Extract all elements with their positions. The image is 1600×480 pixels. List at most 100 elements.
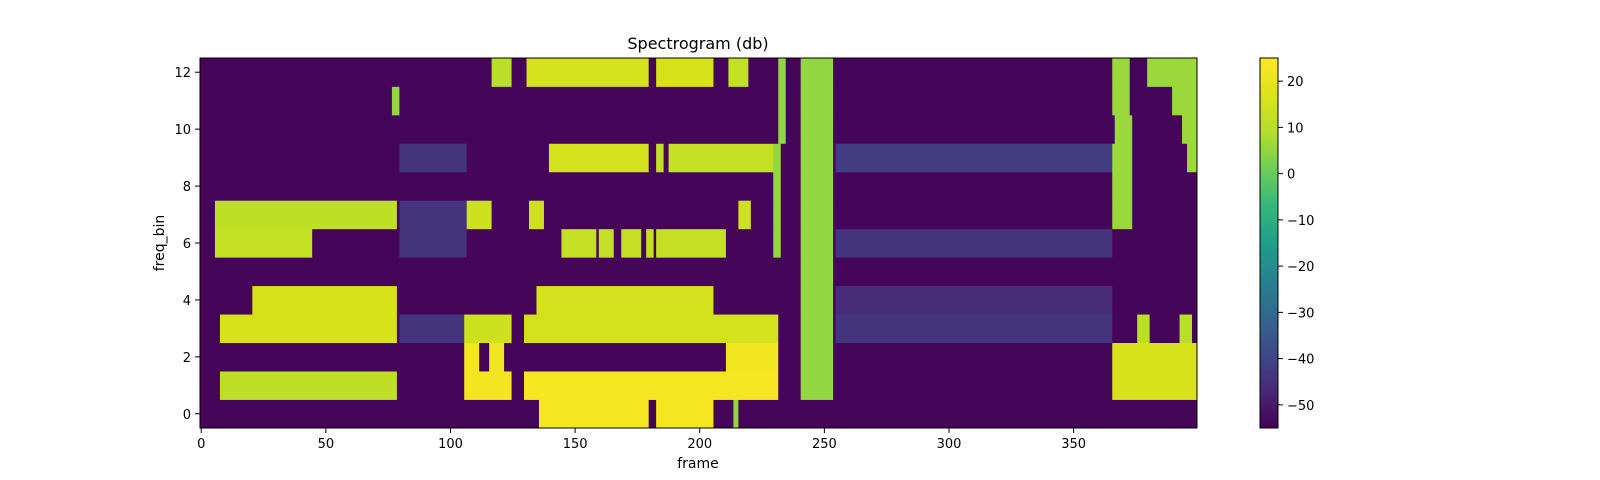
heatmap-cell (200, 143, 400, 173)
heatmap-cell (800, 285, 834, 315)
heatmap-cell (214, 228, 313, 258)
heatmap-cell (1112, 285, 1197, 315)
heatmap-cell (648, 58, 657, 87)
heatmap-cell (524, 371, 779, 400)
heatmap-cell (491, 200, 530, 230)
heatmap-cell (800, 228, 834, 258)
heatmap-cell (750, 200, 774, 230)
heatmap-cell (543, 200, 739, 230)
heatmap-cell (1132, 200, 1197, 230)
y-axis-label: freq_bin (152, 215, 168, 272)
x-axis-label: frame (677, 456, 719, 472)
heatmap-cell (773, 171, 782, 201)
heatmap-cell (1129, 86, 1173, 116)
colorbar-ticks: 20 10 0 −10 −20 −30 −40 −50 (1278, 75, 1314, 414)
heatmap-cell (833, 143, 836, 173)
heatmap-cell (833, 257, 1197, 287)
heatmap-cell (738, 399, 1197, 428)
colorbar-tick-label: 0 (1287, 168, 1295, 183)
heatmap-cell (833, 58, 1113, 87)
heatmap-cell (200, 342, 465, 372)
heatmap-cell (800, 86, 834, 116)
heatmap-cell (312, 228, 400, 258)
heatmap-cell (833, 114, 1116, 144)
heatmap-cell (1112, 86, 1131, 116)
heatmap-cell (641, 228, 647, 258)
heatmap-cell (800, 143, 834, 173)
heatmap-cell (713, 58, 729, 87)
heatmap-cell (780, 171, 802, 201)
heatmap-cell (1112, 58, 1131, 87)
heatmap-cell (464, 314, 512, 344)
heatmap-cell (800, 314, 834, 344)
heatmap-cell (648, 143, 657, 173)
heatmap-cell (778, 58, 787, 87)
heatmap-cell (773, 228, 782, 258)
y-axis: 0 2 4 6 8 10 12 (174, 66, 200, 423)
heatmap-cell (524, 314, 779, 344)
heatmap-cell (1112, 200, 1133, 230)
heatmap-cell (219, 371, 398, 400)
heatmap-cell (399, 86, 779, 116)
heatmap-cell (613, 228, 622, 258)
x-tick-label: 100 (438, 437, 463, 452)
heatmap-cell (598, 228, 615, 258)
heatmap-cell (778, 114, 787, 144)
heatmap-cell (833, 200, 1113, 230)
colorbar-tick-label: 10 (1287, 121, 1304, 136)
heatmap-cell (646, 228, 655, 258)
y-tick-label: 10 (174, 123, 191, 138)
heatmap-cell (778, 371, 802, 400)
heatmap-cell (538, 399, 650, 428)
heatmap-cell (529, 200, 545, 230)
heatmap-cell (536, 285, 714, 315)
heatmap-cell (656, 399, 714, 428)
heatmap-cell (548, 143, 650, 173)
colorbar-tick-label: −50 (1287, 399, 1314, 414)
heatmap-cell (780, 228, 802, 258)
x-tick-label: 50 (318, 437, 335, 452)
x-tick-label: 200 (687, 437, 712, 452)
x-tick-label: 0 (197, 437, 205, 452)
heatmap-cell (1114, 114, 1133, 144)
heatmap-cell (713, 399, 734, 428)
heatmap-cell (668, 143, 774, 173)
heatmap-cell (504, 342, 727, 372)
heatmap-cell (396, 285, 537, 315)
heatmap-cell (489, 342, 505, 372)
x-tick-label: 350 (1061, 437, 1086, 452)
heatmap-cell (511, 314, 525, 344)
heatmap-cell (466, 228, 562, 258)
heatmap-cell (733, 399, 739, 428)
heatmap-cell (200, 228, 216, 258)
heatmap-cell (200, 114, 779, 144)
heatmap-cell (200, 86, 393, 116)
heatmap-cell (396, 200, 400, 230)
y-tick-label: 12 (174, 66, 191, 81)
heatmap-cell (800, 257, 834, 287)
heatmap-cell (713, 285, 802, 315)
heatmap-cell (219, 314, 398, 344)
heatmap-cell (833, 342, 1113, 372)
heatmap-cell (200, 257, 802, 287)
heatmap-cell (773, 200, 782, 230)
heatmap-cell (200, 314, 221, 344)
heatmap-cell (466, 200, 493, 230)
heatmap-cell (656, 228, 727, 258)
heatmap-cell (491, 58, 512, 87)
heatmap-cell (1179, 314, 1193, 344)
colorbar-tick-label: −10 (1287, 214, 1314, 229)
heatmap-cell (391, 86, 400, 116)
heatmap-cell (200, 58, 493, 87)
heatmap-cell (1129, 58, 1148, 87)
heatmap-cell (464, 371, 512, 400)
colorbar-gradient (1259, 57, 1279, 429)
heatmap-cell (835, 314, 1113, 344)
heatmap-cell (464, 342, 480, 372)
heatmap-cell (621, 228, 642, 258)
heatmap-cell (835, 228, 1113, 258)
heatmap-cell (1192, 314, 1197, 344)
colorbar-tick-label: −30 (1287, 306, 1314, 321)
chart-title: Spectrogram (db) (627, 34, 768, 53)
